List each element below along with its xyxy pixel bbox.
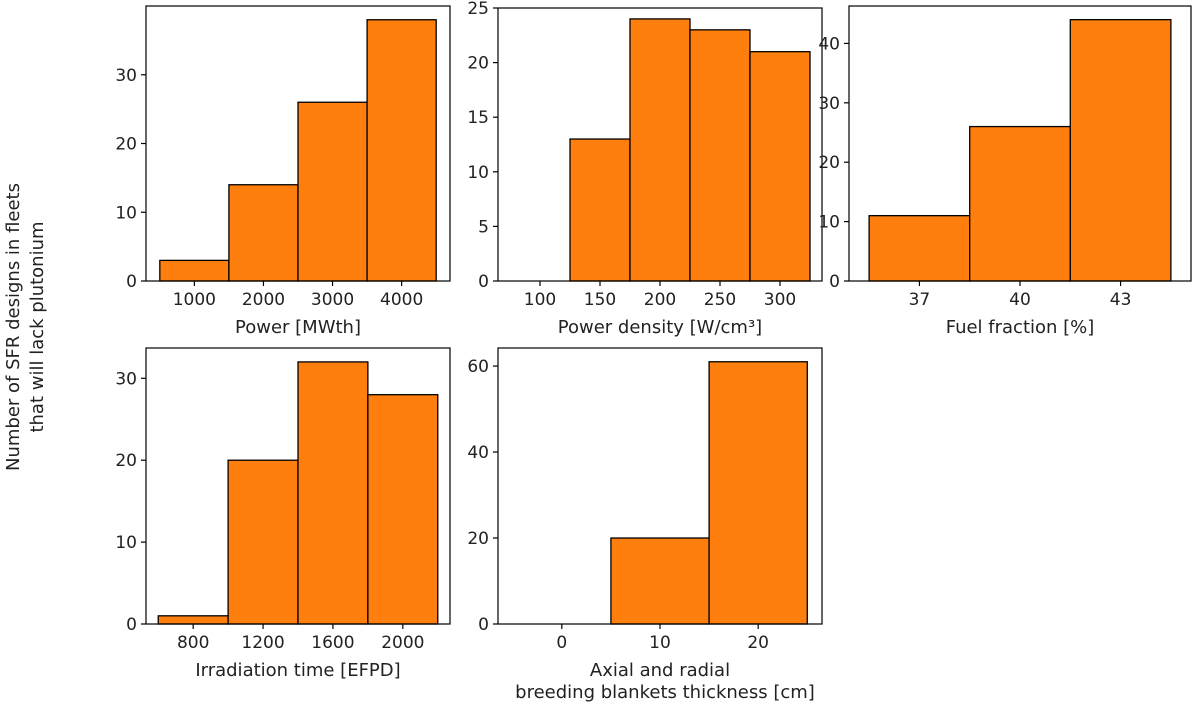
bar <box>749 51 811 282</box>
x-tick-label: 40 <box>1009 290 1031 310</box>
figure-ylabel: Number of SFR designs in fleets that wil… <box>3 183 48 471</box>
x-tick-label: 10 <box>649 633 671 653</box>
bar <box>708 361 808 625</box>
bar <box>1069 19 1172 282</box>
y-tick-label: 30 <box>115 369 137 389</box>
chart-panel-3: 37 40 43 0 10 20 30 40 Fuel fraction [%] <box>818 5 1192 338</box>
y-tick-label: 40 <box>818 34 840 54</box>
y-tick-label: 20 <box>115 451 137 471</box>
x-tick-label: 20 <box>747 633 769 653</box>
x-axis-label: Irradiation time [EFPD] <box>195 660 400 681</box>
figure-ylabel-line1: Number of SFR designs in fleets <box>3 183 24 471</box>
x-tick-label: 37 <box>909 290 931 310</box>
x-tick-label: 150 <box>584 290 616 310</box>
y-tick-label: 0 <box>126 272 137 292</box>
x-tick-label: 4000 <box>380 290 423 310</box>
x-axis-label: Power [MWth] <box>235 317 361 338</box>
x-tick-label: 300 <box>764 290 796 310</box>
x-tick-label: 2000 <box>381 633 424 653</box>
bar <box>868 215 971 282</box>
x-axis-label: Axial and radial <box>590 660 730 681</box>
y-tick-label: 5 <box>478 217 489 237</box>
chart-panel-1: 1000 2000 3000 4000 0 10 20 30 Power [MWth] <box>115 5 451 338</box>
bar <box>157 615 229 625</box>
bar <box>297 101 368 282</box>
y-tick-label: 15 <box>467 108 489 128</box>
bar <box>228 184 299 282</box>
bar <box>297 361 369 625</box>
x-tick-label: 3000 <box>311 290 354 310</box>
y-tick-label: 10 <box>115 533 137 553</box>
bar <box>367 394 439 625</box>
x-axis-label: Power density [W/cm³] <box>558 317 762 338</box>
x-tick-label: 800 <box>177 633 209 653</box>
figure-ylabel-line2: that will lack plutonium <box>27 221 48 432</box>
y-tick-label: 10 <box>818 213 840 233</box>
bar <box>629 18 691 282</box>
x-tick-label: 100 <box>524 290 556 310</box>
y-tick-label: 20 <box>115 135 137 155</box>
x-tick-label: 250 <box>704 290 736 310</box>
y-tick-label: 0 <box>126 615 137 635</box>
y-tick-label: 10 <box>115 203 137 223</box>
plot-frame <box>145 347 451 625</box>
bar <box>569 138 631 282</box>
chart-panel-2: 100 150 200 250 300 0 5 10 15 20 25 Power density [… <box>467 0 823 338</box>
x-tick-label: 1000 <box>173 290 216 310</box>
y-tick-label: 0 <box>829 272 840 292</box>
bar <box>159 259 230 282</box>
x-tick-label: 200 <box>644 290 676 310</box>
y-tick-label: 25 <box>467 0 489 19</box>
y-tick-label: 40 <box>467 443 489 463</box>
x-axis-label: Fuel fraction [%] <box>946 317 1095 338</box>
y-tick-label: 20 <box>818 153 840 173</box>
bar <box>969 125 1071 282</box>
y-tick-label: 10 <box>467 163 489 183</box>
x-tick-label: 0 <box>556 633 567 653</box>
y-tick-label: 60 <box>467 357 489 377</box>
x-axis-label-line2: breeding blankets thickness [cm] <box>515 682 815 703</box>
y-tick-label: 20 <box>467 54 489 74</box>
bar <box>689 29 751 282</box>
y-tick-label: 0 <box>478 615 489 635</box>
y-tick-label: 30 <box>115 66 137 86</box>
x-tick-label: 1200 <box>241 633 284 653</box>
x-tick-label: 2000 <box>242 290 285 310</box>
chart-panel-4: 800 1200 1600 2000 0 10 20 30 Irradiation time [… <box>115 347 451 681</box>
y-tick-label: 30 <box>818 94 840 114</box>
bar <box>610 537 710 625</box>
x-tick-label: 1600 <box>311 633 354 653</box>
y-tick-label: 0 <box>478 272 489 292</box>
y-tick-label: 20 <box>467 529 489 549</box>
bar <box>366 19 437 282</box>
x-tick-label: 43 <box>1110 290 1132 310</box>
bar <box>227 459 299 625</box>
